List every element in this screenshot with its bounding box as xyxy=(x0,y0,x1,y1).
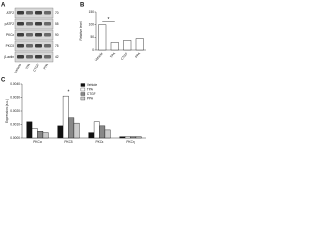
blot-band xyxy=(17,55,24,59)
annotation: * xyxy=(68,89,70,95)
y-tick-label: 0.0020 xyxy=(10,109,20,113)
bar xyxy=(104,129,111,139)
bar xyxy=(57,125,64,139)
bar xyxy=(31,128,38,139)
row-label: β-actin xyxy=(4,55,14,59)
blot-strip xyxy=(14,29,54,41)
size-label: 75 xyxy=(55,44,59,48)
blot-band xyxy=(17,33,24,37)
blot-band xyxy=(44,44,51,48)
annotation: * xyxy=(108,17,110,23)
blot-band xyxy=(26,33,33,37)
bar xyxy=(42,132,49,139)
lane-label: PPA xyxy=(43,62,50,70)
legend-swatch xyxy=(80,92,86,96)
y-tick-label: 100 xyxy=(89,23,95,27)
legend-swatch xyxy=(80,87,86,92)
x-tick-label: PPA xyxy=(134,51,142,59)
legend-label: TPA xyxy=(87,87,94,91)
bar xyxy=(123,40,132,51)
figure: A B C ATF2 70 pATF2 55 PKCε 90 PKCδ 75 β-actin 42… xyxy=(1,3,146,144)
y-axis-label: Relative level xyxy=(79,21,83,40)
y-tick-label: 50 xyxy=(90,35,94,39)
blot-band xyxy=(26,22,33,26)
bar xyxy=(124,136,131,139)
bar xyxy=(99,125,106,139)
panel-label: A xyxy=(1,3,6,9)
x-tick-label: TPA xyxy=(109,51,116,59)
y-tick-label: 0.0010 xyxy=(10,122,20,126)
row-label: PKCε xyxy=(6,33,15,37)
y-tick-label: 0.0030 xyxy=(10,95,20,99)
x-tick-label: Vehicle xyxy=(94,51,104,62)
size-label: 90 xyxy=(55,33,59,37)
row-label: PKCδ xyxy=(6,44,15,48)
row-label: pATF2 xyxy=(5,22,15,26)
legend-label: PPA xyxy=(87,96,94,100)
x-tick-label: PKCδ xyxy=(64,140,73,144)
blot-strip xyxy=(14,40,54,52)
blot-band xyxy=(35,33,42,37)
size-label: 70 xyxy=(55,11,59,15)
blot-band xyxy=(17,11,24,15)
blot-band xyxy=(26,44,33,48)
blot-band xyxy=(17,44,24,48)
blot-band xyxy=(35,11,42,15)
blot-strip xyxy=(14,51,54,63)
legend-label: CTGF xyxy=(87,92,96,96)
size-label: 42 xyxy=(55,55,59,59)
bar xyxy=(110,42,119,51)
blot-band xyxy=(17,22,24,26)
blot-band xyxy=(26,11,33,15)
lane-label: Vehicle xyxy=(13,63,22,74)
size-label: 55 xyxy=(55,22,59,26)
y-tick-label: 0.0040 xyxy=(10,82,20,86)
blot-band xyxy=(44,11,51,15)
blot-band xyxy=(26,55,33,59)
row-label: ATF2 xyxy=(6,11,14,15)
bar xyxy=(73,122,80,139)
blot-band xyxy=(44,22,51,26)
lane-label: TPA xyxy=(25,62,32,70)
y-tick-label: 150 xyxy=(89,10,95,14)
bar xyxy=(62,95,69,139)
blot-band xyxy=(35,55,42,59)
y-axis-label: Expression (a.u.) xyxy=(5,99,9,123)
x-tick-label: PKCη xyxy=(126,140,135,144)
bar xyxy=(130,136,137,139)
lane-label: CTGF xyxy=(32,63,40,73)
legend-swatch xyxy=(80,83,86,87)
bar xyxy=(98,24,107,51)
bar xyxy=(119,136,126,139)
panel-label: C xyxy=(1,78,6,84)
blot-strip xyxy=(14,18,54,30)
blot-band xyxy=(44,55,51,59)
blot-band xyxy=(35,44,42,48)
bar xyxy=(135,136,142,139)
y-tick-label: 0 xyxy=(92,48,94,52)
y-tick-label: 0.0000 xyxy=(10,136,20,140)
bar xyxy=(135,38,144,51)
blot-band xyxy=(44,33,51,37)
x-tick-label: PKCε xyxy=(96,140,105,144)
legend-label: Vehicle xyxy=(87,83,98,87)
bar xyxy=(93,121,100,139)
bar xyxy=(37,131,44,139)
x-tick-label: PKCα xyxy=(33,140,42,144)
blot-strip xyxy=(14,7,54,19)
legend-swatch xyxy=(80,96,86,101)
x-tick-label: CTGF xyxy=(120,52,129,61)
blot-band xyxy=(35,22,42,26)
bar xyxy=(88,132,95,139)
bar xyxy=(26,121,33,139)
panel-label: B xyxy=(80,3,85,9)
bar xyxy=(68,117,75,139)
